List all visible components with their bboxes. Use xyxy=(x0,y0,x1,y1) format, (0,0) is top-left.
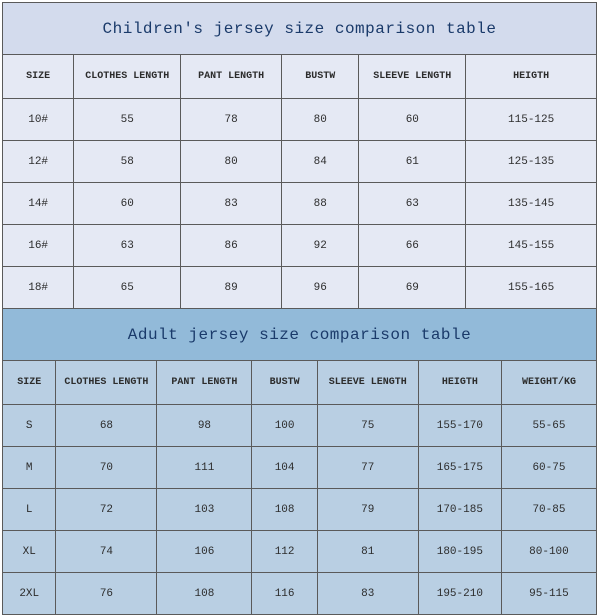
col-header: SLEEVE LENGTH xyxy=(359,55,466,99)
col-header: BUSTW xyxy=(252,361,317,405)
table-cell: 60-75 xyxy=(501,447,596,489)
col-header: HEIGTH xyxy=(418,361,501,405)
table-cell: 78 xyxy=(181,99,282,141)
table-cell: 108 xyxy=(157,573,252,615)
table-row: XL7410611281180-19580-100 xyxy=(3,531,597,573)
table-cell: 76 xyxy=(56,573,157,615)
table-cell: 81 xyxy=(317,531,418,573)
table-cell: 98 xyxy=(157,405,252,447)
table-cell: 155-170 xyxy=(418,405,501,447)
col-header: PANT LENGTH xyxy=(181,55,282,99)
col-header: BUSTW xyxy=(282,55,359,99)
table-cell: 80 xyxy=(181,141,282,183)
table-cell: 155-165 xyxy=(466,267,597,309)
table-cell: 83 xyxy=(317,573,418,615)
table-row: 12#58808461125-135 xyxy=(3,141,597,183)
children-title: Children's jersey size comparison table xyxy=(3,3,597,55)
col-header: WEIGHT/KG xyxy=(501,361,596,405)
col-header: SIZE xyxy=(3,361,56,405)
table-cell: 89 xyxy=(181,267,282,309)
table-cell: 70-85 xyxy=(501,489,596,531)
table-cell: 170-185 xyxy=(418,489,501,531)
table-cell: 83 xyxy=(181,183,282,225)
table-row: 10#55788060115-125 xyxy=(3,99,597,141)
table-cell: 69 xyxy=(359,267,466,309)
table-cell: 68 xyxy=(56,405,157,447)
table-cell: 100 xyxy=(252,405,317,447)
children-body: 10#55788060115-12512#58808461125-13514#6… xyxy=(3,99,597,309)
children-size-table: Children's jersey size comparison table … xyxy=(2,2,597,309)
table-cell: 116 xyxy=(252,573,317,615)
table-cell: 65 xyxy=(74,267,181,309)
table-cell: 75 xyxy=(317,405,418,447)
table-cell: 106 xyxy=(157,531,252,573)
table-cell: 10# xyxy=(3,99,74,141)
table-cell: 104 xyxy=(252,447,317,489)
table-cell: 86 xyxy=(181,225,282,267)
table-cell: 60 xyxy=(74,183,181,225)
table-cell: 96 xyxy=(282,267,359,309)
adult-header-row: SIZE CLOTHES LENGTH PANT LENGTH BUSTW SL… xyxy=(3,361,597,405)
adult-title-row: Adult jersey size comparison table xyxy=(3,309,597,361)
col-header: SIZE xyxy=(3,55,74,99)
table-cell: 63 xyxy=(359,183,466,225)
col-header: PANT LENGTH xyxy=(157,361,252,405)
table-cell: 14# xyxy=(3,183,74,225)
table-row: L7210310879170-18570-85 xyxy=(3,489,597,531)
table-cell: 55-65 xyxy=(501,405,596,447)
table-cell: 112 xyxy=(252,531,317,573)
table-cell: 115-125 xyxy=(466,99,597,141)
table-row: 2XL7610811683195-21095-115 xyxy=(3,573,597,615)
adult-body: S689810075155-17055-65M7011110477165-175… xyxy=(3,405,597,615)
table-row: 14#60838863135-145 xyxy=(3,183,597,225)
table-cell: 145-155 xyxy=(466,225,597,267)
table-row: 16#63869266145-155 xyxy=(3,225,597,267)
table-cell: 135-145 xyxy=(466,183,597,225)
table-cell: 103 xyxy=(157,489,252,531)
table-cell: 125-135 xyxy=(466,141,597,183)
table-cell: 55 xyxy=(74,99,181,141)
table-cell: 180-195 xyxy=(418,531,501,573)
table-cell: 92 xyxy=(282,225,359,267)
table-cell: M xyxy=(3,447,56,489)
table-cell: 2XL xyxy=(3,573,56,615)
table-cell: 12# xyxy=(3,141,74,183)
children-title-row: Children's jersey size comparison table xyxy=(3,3,597,55)
children-header-row: SIZE CLOTHES LENGTH PANT LENGTH BUSTW SL… xyxy=(3,55,597,99)
table-cell: 72 xyxy=(56,489,157,531)
col-header: SLEEVE LENGTH xyxy=(317,361,418,405)
table-cell: 77 xyxy=(317,447,418,489)
table-cell: S xyxy=(3,405,56,447)
table-cell: 63 xyxy=(74,225,181,267)
table-cell: 165-175 xyxy=(418,447,501,489)
table-cell: L xyxy=(3,489,56,531)
table-cell: 108 xyxy=(252,489,317,531)
table-cell: 61 xyxy=(359,141,466,183)
col-header: CLOTHES LENGTH xyxy=(74,55,181,99)
table-cell: 70 xyxy=(56,447,157,489)
size-chart-container: Children's jersey size comparison table … xyxy=(2,2,597,615)
table-cell: 195-210 xyxy=(418,573,501,615)
adult-title: Adult jersey size comparison table xyxy=(3,309,597,361)
table-cell: 66 xyxy=(359,225,466,267)
table-cell: 79 xyxy=(317,489,418,531)
col-header: CLOTHES LENGTH xyxy=(56,361,157,405)
table-cell: 88 xyxy=(282,183,359,225)
table-cell: 84 xyxy=(282,141,359,183)
table-row: 18#65899669155-165 xyxy=(3,267,597,309)
adult-size-table: Adult jersey size comparison table SIZE … xyxy=(2,308,597,615)
col-header: HEIGTH xyxy=(466,55,597,99)
table-cell: 80-100 xyxy=(501,531,596,573)
table-cell: 60 xyxy=(359,99,466,141)
table-cell: 95-115 xyxy=(501,573,596,615)
table-cell: XL xyxy=(3,531,56,573)
table-row: S689810075155-17055-65 xyxy=(3,405,597,447)
table-cell: 58 xyxy=(74,141,181,183)
table-cell: 74 xyxy=(56,531,157,573)
table-cell: 18# xyxy=(3,267,74,309)
table-cell: 16# xyxy=(3,225,74,267)
table-cell: 111 xyxy=(157,447,252,489)
table-row: M7011110477165-17560-75 xyxy=(3,447,597,489)
table-cell: 80 xyxy=(282,99,359,141)
